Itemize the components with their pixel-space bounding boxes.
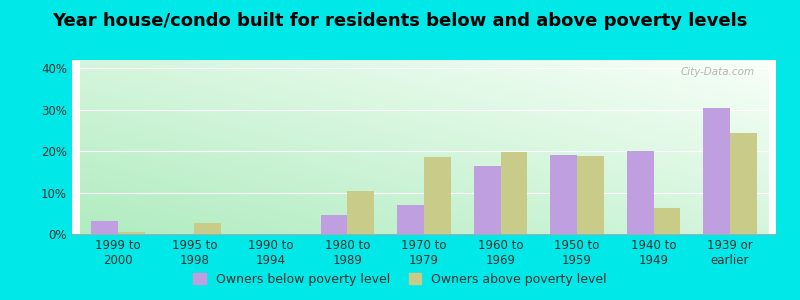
Bar xyxy=(347,191,374,234)
Bar xyxy=(474,166,501,234)
Bar xyxy=(321,215,347,234)
Bar xyxy=(424,158,450,234)
Bar xyxy=(91,221,118,234)
Bar xyxy=(194,223,222,234)
Legend: Owners below poverty level, Owners above poverty level: Owners below poverty level, Owners above… xyxy=(188,268,612,291)
Bar xyxy=(654,208,680,234)
Bar xyxy=(550,155,577,234)
Bar xyxy=(577,156,604,234)
Bar xyxy=(118,232,145,234)
Bar xyxy=(703,108,730,234)
Bar xyxy=(730,133,757,234)
Bar xyxy=(626,151,654,234)
Bar xyxy=(501,152,527,234)
Text: City-Data.com: City-Data.com xyxy=(681,67,755,77)
Bar xyxy=(398,205,424,234)
Text: Year house/condo built for residents below and above poverty levels: Year house/condo built for residents bel… xyxy=(52,12,748,30)
